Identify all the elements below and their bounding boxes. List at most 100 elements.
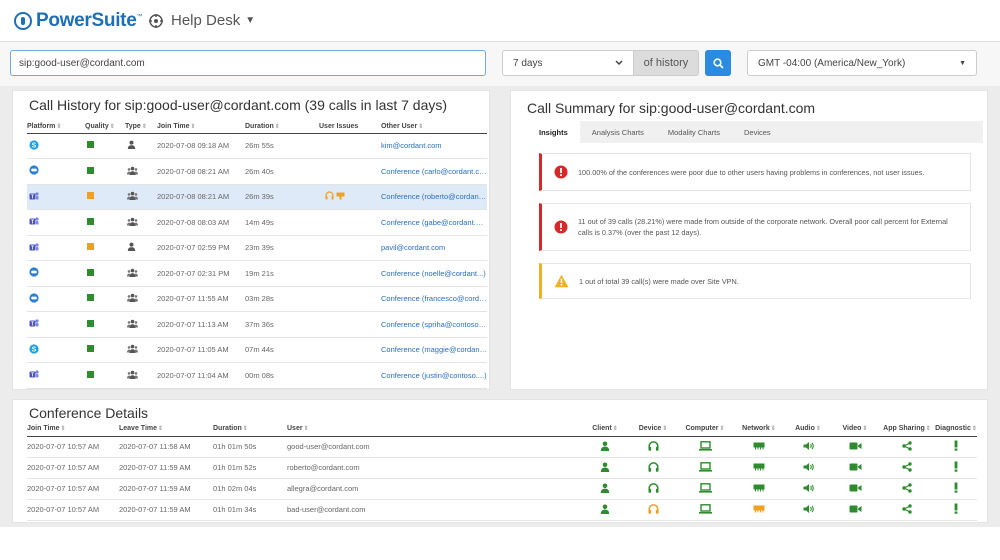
headset-icon[interactable] bbox=[647, 482, 659, 495]
other-user-link[interactable]: Conference (justin@contoso....) bbox=[381, 370, 487, 380]
type-cell bbox=[125, 312, 157, 338]
leave-cell: 2020-07-07 11:59 AM bbox=[119, 505, 191, 514]
video-icon[interactable] bbox=[849, 505, 862, 516]
chevron-down-icon bbox=[615, 60, 623, 66]
table-row[interactable]: T 2020-07-08 08:21 AM 26m 39s Conference (… bbox=[27, 184, 487, 210]
table-row[interactable]: 2020-07-07 10:57 AM 2020-07-07 11:59 AM 01… bbox=[27, 457, 977, 478]
footer bbox=[0, 527, 1000, 560]
column-header-user[interactable]: User⇕ bbox=[287, 425, 309, 433]
table-row[interactable]: 2020-07-07 11:55 AM 03m 28s Conference (fr… bbox=[27, 286, 487, 312]
other-user-link[interactable]: Conference (francesco@cord...) bbox=[381, 294, 487, 304]
column-header-video[interactable]: Video⇕ bbox=[842, 425, 868, 433]
diagnostic-icon[interactable] bbox=[953, 482, 959, 495]
column-header-computer[interactable]: Computer⇕ bbox=[685, 425, 725, 433]
column-header-join-time[interactable]: Join Time⇕ bbox=[27, 425, 66, 433]
column-header-other-user[interactable]: Other User⇕ bbox=[381, 123, 424, 131]
laptop-icon[interactable] bbox=[698, 482, 712, 495]
table-row[interactable]: S 2020-07-08 09:18 AM 26m 55s kim@cordant.c… bbox=[27, 133, 487, 159]
client-icon[interactable] bbox=[600, 483, 610, 495]
headset-icon[interactable] bbox=[647, 440, 659, 453]
diagnostic-icon[interactable] bbox=[953, 503, 959, 516]
timezone-select[interactable]: GMT -04:00 (America/New_York) ▼ bbox=[747, 50, 977, 76]
audio-icon[interactable] bbox=[803, 504, 814, 516]
column-header-duration[interactable]: Duration⇕ bbox=[213, 425, 248, 433]
laptop-icon[interactable] bbox=[698, 503, 712, 516]
network-icon[interactable] bbox=[753, 442, 765, 453]
share-icon[interactable] bbox=[902, 440, 912, 453]
network-cell bbox=[733, 478, 785, 499]
table-row[interactable]: 2020-07-07 10:57 AM 2020-07-07 11:59 AM 01… bbox=[27, 478, 977, 499]
client-icon[interactable] bbox=[600, 441, 610, 453]
other-user-link[interactable]: Conference (maggie@cordant...) bbox=[381, 345, 487, 355]
network-icon[interactable] bbox=[753, 505, 765, 516]
client-icon[interactable] bbox=[600, 462, 610, 474]
user-search-input[interactable] bbox=[10, 50, 486, 76]
table-row[interactable]: T 2020-07-07 02:59 PM 23m 39s pavil@cordant… bbox=[27, 235, 487, 261]
call-summary-title: Call Summary for sip:good-user@cordant.c… bbox=[527, 100, 816, 116]
powersuite-logo[interactable]: PowerSuite ™ bbox=[14, 10, 142, 32]
quality-indicator bbox=[87, 319, 94, 327]
other-user-link[interactable]: Conference (noelle@cordant...) bbox=[381, 268, 486, 278]
audio-icon[interactable] bbox=[803, 462, 814, 474]
help-desk-menu[interactable]: Help Desk ▼ bbox=[148, 12, 255, 29]
tab-insights[interactable]: Insights bbox=[527, 121, 580, 143]
column-header-client[interactable]: Client⇕ bbox=[592, 425, 618, 433]
other-user-link[interactable]: Conference (carlo@cordant.c...) bbox=[381, 166, 487, 176]
column-header-type[interactable]: Type⇕ bbox=[125, 123, 147, 131]
error-icon bbox=[554, 165, 568, 179]
video-icon[interactable] bbox=[849, 463, 862, 474]
other-user-link[interactable]: Conference (roberto@cordant...) bbox=[381, 192, 487, 202]
table-row[interactable]: T 2020-07-07 11:04 AM 00m 08s Conference (j… bbox=[27, 363, 487, 388]
table-row[interactable]: S 2020-07-07 11:05 AM 07m 44s Conference (m… bbox=[27, 337, 487, 363]
headset-icon[interactable] bbox=[647, 503, 659, 516]
column-header-join-time[interactable]: Join Time⇕ bbox=[157, 123, 196, 131]
network-icon[interactable] bbox=[753, 463, 765, 474]
table-row[interactable]: T 2020-07-08 08:03 AM 14m 49s Conference (g… bbox=[27, 210, 487, 236]
type-cell bbox=[125, 159, 157, 185]
column-header-device[interactable]: Device⇕ bbox=[638, 425, 668, 433]
network-icon[interactable] bbox=[753, 484, 765, 495]
join-cell: 2020-07-07 10:57 AM bbox=[27, 484, 100, 493]
search-button[interactable] bbox=[705, 50, 731, 76]
laptop-icon[interactable] bbox=[698, 440, 712, 453]
audio-icon[interactable] bbox=[803, 441, 814, 453]
column-header-platform[interactable]: Platform⇕ bbox=[27, 123, 62, 131]
other-user-link[interactable]: kim@cordant.com bbox=[381, 141, 442, 151]
group-icon bbox=[127, 192, 138, 202]
client-icon[interactable] bbox=[600, 504, 610, 516]
column-header-app-sharing[interactable]: App Sharing⇕ bbox=[883, 425, 931, 433]
laptop-icon[interactable] bbox=[698, 461, 712, 474]
column-header-leave-time[interactable]: Leave Time⇕ bbox=[119, 425, 164, 433]
column-header-diagnostic[interactable]: Diagnostic⇕ bbox=[935, 425, 977, 433]
table-row[interactable]: 2020-07-07 02:31 PM 19m 21s Conference (no… bbox=[27, 261, 487, 286]
column-header-audio[interactable]: Audio⇕ bbox=[795, 425, 821, 433]
table-row[interactable]: 2020-07-08 08:21 AM 26m 40s Conference (ca… bbox=[27, 159, 487, 185]
caret-down-icon: ▼ bbox=[245, 15, 256, 26]
share-icon[interactable] bbox=[902, 461, 912, 474]
history-range-select[interactable]: 7 days bbox=[502, 50, 634, 76]
diagnostic-icon[interactable] bbox=[953, 440, 959, 453]
join-time-cell: 2020-07-08 09:18 AM bbox=[157, 141, 230, 151]
audio-icon[interactable] bbox=[803, 483, 814, 495]
video-icon[interactable] bbox=[849, 442, 862, 453]
table-row[interactable]: 2020-07-07 10:57 AM 2020-07-07 11:58 AM 01… bbox=[27, 436, 977, 457]
headset-icon[interactable] bbox=[647, 461, 659, 474]
column-header-duration[interactable]: Duration⇕ bbox=[245, 123, 280, 131]
other-user-link[interactable]: Conference (spriha@contoso...) bbox=[381, 319, 487, 329]
other-user-link[interactable]: Conference (gabe@cordant.c...) bbox=[381, 217, 487, 227]
other-user-link[interactable]: pavil@cordant.com bbox=[381, 243, 446, 253]
column-header-network[interactable]: Network⇕ bbox=[742, 425, 776, 433]
tab-analysis-charts[interactable]: Analysis Charts bbox=[591, 127, 644, 137]
diagnostic-icon[interactable] bbox=[953, 461, 959, 474]
table-row[interactable]: T 2020-07-07 11:13 AM 37m 36s Conference (s… bbox=[27, 312, 487, 338]
quality-cell bbox=[85, 286, 125, 312]
tab-modality-charts[interactable]: Modality Charts bbox=[667, 127, 720, 137]
share-icon[interactable] bbox=[902, 503, 912, 516]
duration-cell: 01h 01m 50s bbox=[213, 442, 257, 451]
tab-devices[interactable]: Devices bbox=[743, 127, 771, 137]
share-icon[interactable] bbox=[902, 482, 912, 495]
table-row[interactable]: 2020-07-07 10:57 AM 2020-07-07 11:59 AM 01… bbox=[27, 499, 977, 520]
quality-cell bbox=[85, 210, 125, 236]
column-header-quality[interactable]: Quality⇕ bbox=[85, 123, 115, 131]
video-icon[interactable] bbox=[849, 484, 862, 495]
